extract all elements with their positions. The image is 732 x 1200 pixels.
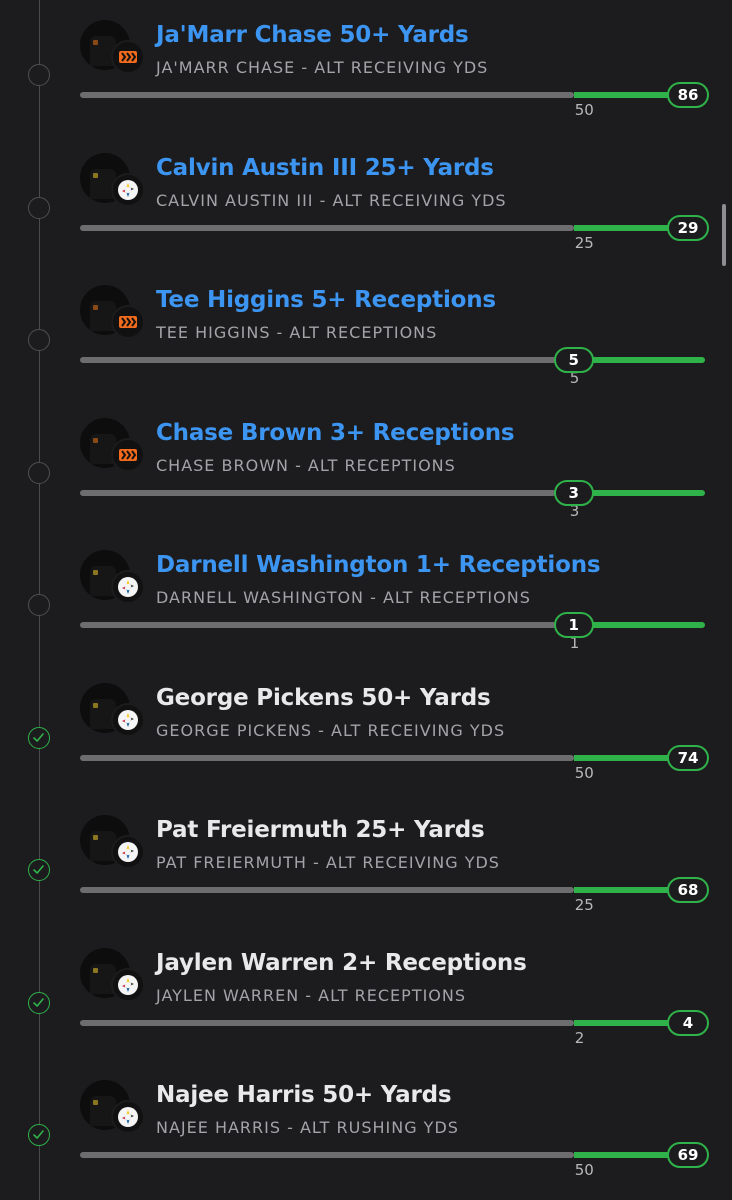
leg-title[interactable]: Pat Freiermuth 25+ Yards xyxy=(156,817,485,843)
leg-pending-circle-icon xyxy=(28,594,50,616)
target-value-label: 25 xyxy=(574,896,594,914)
progress-track xyxy=(80,490,556,496)
leg-title[interactable]: Jaylen Warren 2+ Receptions xyxy=(156,950,527,976)
target-value-label: 1 xyxy=(569,634,580,652)
parlay-leg-row[interactable]: Pat Freiermuth 25+ Yards PAT FREIERMUTH -… xyxy=(0,795,732,927)
target-value-label: 50 xyxy=(574,1161,594,1179)
steelers-logo-icon xyxy=(111,1100,145,1134)
leg-title[interactable]: Tee Higgins 5+ Receptions xyxy=(156,287,496,313)
steelers-logo-icon xyxy=(111,173,145,207)
target-value-label: 3 xyxy=(569,502,580,520)
leg-title[interactable]: Ja'Marr Chase 50+ Yards xyxy=(156,22,469,48)
progress-track xyxy=(80,225,574,231)
leg-won-check-icon xyxy=(28,1124,50,1146)
leg-market-subtitle: DARNELL WASHINGTON - ALT RECEPTIONS xyxy=(156,588,531,607)
target-value-label: 2 xyxy=(574,1029,585,1047)
leg-pending-circle-icon xyxy=(28,197,50,219)
progress-track xyxy=(80,357,556,363)
leg-market-subtitle: PAT FREIERMUTH - ALT RECEIVING YDS xyxy=(156,853,500,872)
progress-fill xyxy=(573,490,705,496)
bengals-logo-icon xyxy=(111,40,145,74)
bengals-logo-icon xyxy=(111,305,145,339)
progress-fill xyxy=(573,622,705,628)
result-value-pill: 3 xyxy=(553,480,594,506)
player-avatar xyxy=(80,1080,130,1130)
progress-fill xyxy=(573,755,705,761)
leg-market-subtitle: GEORGE PICKENS - ALT RECEIVING YDS xyxy=(156,721,506,740)
parlay-leg-row[interactable]: Jaylen Warren 2+ Receptions JAYLEN WARREN… xyxy=(0,928,732,1060)
target-value-label: 50 xyxy=(574,764,594,782)
progress-track xyxy=(80,1020,574,1026)
leg-pending-circle-icon xyxy=(28,64,50,86)
parlay-leg-row[interactable]: Calvin Austin III 25+ Yards CALVIN AUSTIN… xyxy=(0,133,732,265)
scrollbar-thumb[interactable] xyxy=(722,204,726,266)
leg-market-subtitle: TEE HIGGINS - ALT RECEPTIONS xyxy=(156,323,438,342)
bengals-logo-icon xyxy=(111,438,145,472)
progress-track xyxy=(80,1152,574,1158)
leg-pending-circle-icon xyxy=(28,329,50,351)
steelers-logo-icon xyxy=(111,703,145,737)
parlay-leg-row[interactable]: Ja'Marr Chase 50+ Yards JA'MARR CHASE - A… xyxy=(0,0,732,132)
target-value-label: 25 xyxy=(574,234,594,252)
result-value-pill: 5 xyxy=(553,347,594,373)
parlay-leg-row[interactable]: George Pickens 50+ Yards GEORGE PICKENS -… xyxy=(0,663,732,795)
leg-market-subtitle: JAYLEN WARREN - ALT RECEPTIONS xyxy=(156,986,467,1005)
steelers-logo-icon xyxy=(111,835,145,869)
progress-track xyxy=(80,755,574,761)
parlay-leg-row[interactable]: Tee Higgins 5+ Receptions TEE HIGGINS - A… xyxy=(0,265,732,397)
target-value-label: 50 xyxy=(574,101,594,119)
result-value-pill: 69 xyxy=(667,1142,709,1168)
progress-fill xyxy=(573,225,705,231)
result-value-pill: 74 xyxy=(667,745,709,771)
leg-title[interactable]: George Pickens 50+ Yards xyxy=(156,685,491,711)
progress-track xyxy=(80,92,574,98)
result-value-pill: 1 xyxy=(553,612,594,638)
result-value-pill: 86 xyxy=(667,82,709,108)
leg-won-check-icon xyxy=(28,727,50,749)
progress-track xyxy=(80,622,556,628)
result-value-pill: 4 xyxy=(667,1010,709,1036)
steelers-logo-icon xyxy=(111,968,145,1002)
parlay-leg-row[interactable]: Chase Brown 3+ Receptions CHASE BROWN - A… xyxy=(0,398,732,530)
progress-fill xyxy=(573,357,705,363)
result-value-pill: 68 xyxy=(667,877,709,903)
leg-title[interactable]: Chase Brown 3+ Receptions xyxy=(156,420,515,446)
progress-track xyxy=(80,887,574,893)
leg-market-subtitle: CHASE BROWN - ALT RECEPTIONS xyxy=(156,456,456,475)
leg-won-check-icon xyxy=(28,992,50,1014)
parlay-leg-row[interactable]: Darnell Washington 1+ Receptions DARNELL … xyxy=(0,530,732,662)
progress-fill xyxy=(573,887,705,893)
steelers-logo-icon xyxy=(111,570,145,604)
leg-pending-circle-icon xyxy=(28,462,50,484)
progress-fill xyxy=(573,1152,705,1158)
leg-title[interactable]: Darnell Washington 1+ Receptions xyxy=(156,552,601,578)
progress-fill xyxy=(573,92,705,98)
target-value-label: 5 xyxy=(569,369,580,387)
leg-won-check-icon xyxy=(28,859,50,881)
leg-market-subtitle: NAJEE HARRIS - ALT RUSHING YDS xyxy=(156,1118,459,1137)
leg-market-subtitle: JA'MARR CHASE - ALT RECEIVING YDS xyxy=(156,58,489,77)
leg-title[interactable]: Calvin Austin III 25+ Yards xyxy=(156,155,494,181)
leg-market-subtitle: CALVIN AUSTIN III - ALT RECEIVING YDS xyxy=(156,191,507,210)
progress-fill xyxy=(573,1020,705,1026)
leg-title[interactable]: Najee Harris 50+ Yards xyxy=(156,1082,452,1108)
parlay-leg-row[interactable]: Najee Harris 50+ Yards NAJEE HARRIS - ALT… xyxy=(0,1060,732,1192)
result-value-pill: 29 xyxy=(667,215,709,241)
